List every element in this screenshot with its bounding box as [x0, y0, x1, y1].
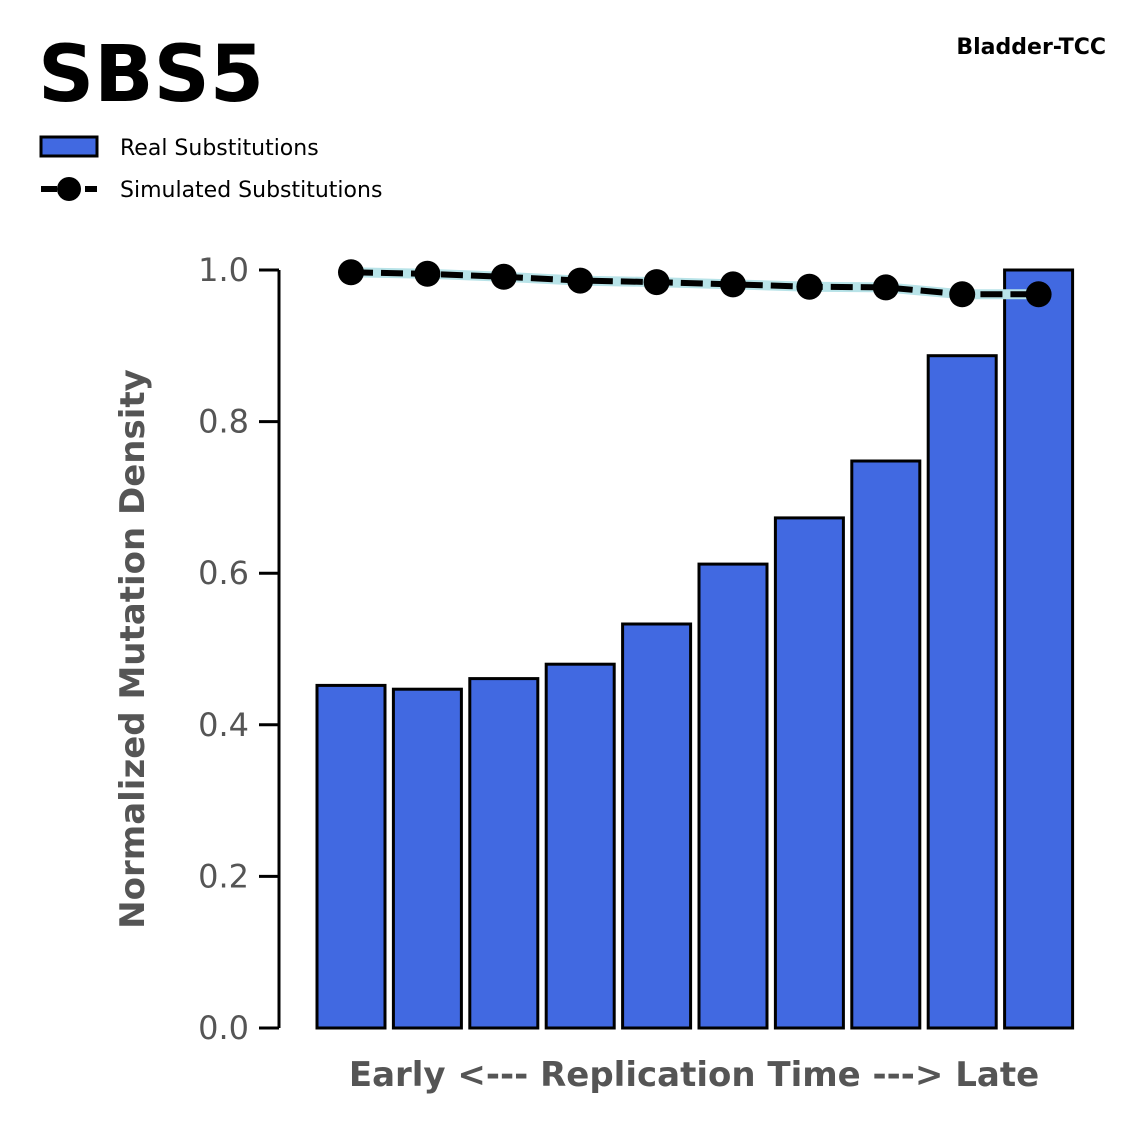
legend-label-simulated: Simulated Substitutions — [120, 178, 382, 203]
point-simulated-9 — [949, 281, 976, 308]
y-tick-label: 0.0 — [198, 1009, 249, 1047]
point-simulated-10 — [1025, 281, 1052, 308]
bar-real-5 — [621, 622, 693, 1030]
bar-real-6 — [697, 562, 769, 1030]
point-simulated-6 — [720, 271, 746, 298]
legend-swatch-simulated-marker — [57, 177, 81, 201]
bar-real-9 — [926, 354, 998, 1030]
x-axis-label: Early <--- Replication Time ---> Late — [349, 1055, 1039, 1095]
y-tick-label: 0.4 — [198, 706, 249, 744]
legend: Real Substitutions Simulated Substitutio… — [39, 135, 382, 203]
bar-real-4 — [544, 662, 616, 1030]
chart-title: SBS5 — [38, 30, 264, 120]
y-tick-label: 0.8 — [198, 403, 249, 441]
bar-real-2 — [391, 687, 463, 1030]
plot-area — [315, 259, 1075, 1030]
point-simulated-5 — [643, 269, 670, 296]
bar-series — [315, 268, 1075, 1030]
bar-real-10 — [1003, 268, 1075, 1030]
point-simulated-2 — [414, 260, 441, 287]
legend-swatch-real — [39, 135, 99, 158]
y-axis-label: Normalized Mutation Density — [113, 369, 153, 929]
point-simulated-3 — [490, 263, 517, 290]
bar-real-7 — [773, 516, 845, 1030]
y-tick-label: 1.0 — [198, 251, 249, 289]
point-simulated-7 — [796, 273, 823, 300]
simulated-line — [350, 269, 1039, 298]
legend-label-real: Real Substitutions — [120, 136, 319, 161]
y-tick-label: 0.2 — [198, 857, 249, 895]
y-axis: 0.0 0.2 0.4 0.6 0.8 1.0 — [198, 251, 281, 1047]
point-simulated-1 — [338, 259, 364, 286]
y-ticks: 0.0 0.2 0.4 0.6 0.8 1.0 — [198, 251, 279, 1047]
point-simulated-8 — [872, 274, 899, 301]
point-simulated-4 — [567, 267, 594, 294]
bar-real-3 — [468, 677, 540, 1030]
y-tick-label: 0.6 — [198, 554, 249, 592]
bar-real-1 — [315, 683, 387, 1030]
simulated-line-series — [338, 259, 1052, 308]
bar-real-8 — [850, 459, 922, 1030]
chart-subtitle: Bladder-TCC — [956, 35, 1106, 60]
